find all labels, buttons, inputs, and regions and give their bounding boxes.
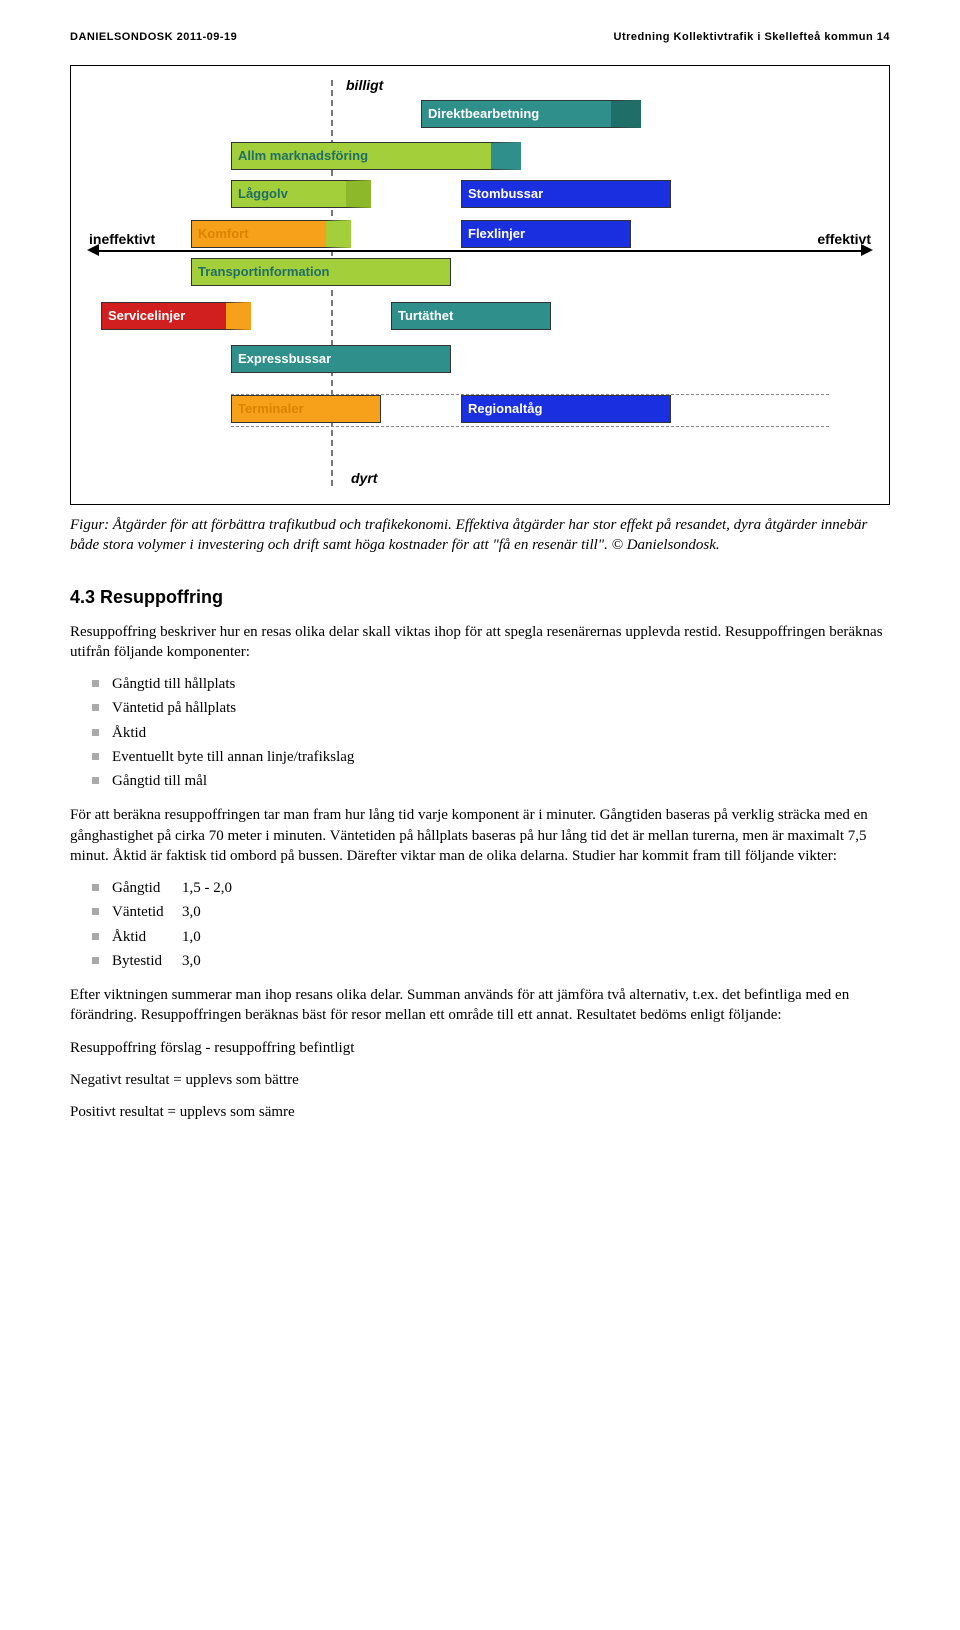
list-item: Väntetid på hållplats [92, 698, 890, 718]
weight-value: 3,0 [182, 904, 201, 920]
header-right: Utredning Kollektivtrafik i Skellefteå k… [614, 30, 890, 45]
weight-label: Åktid [112, 927, 182, 947]
box-stombussar: Stombussar [461, 180, 671, 208]
list-item: Gångtid till mål [92, 771, 890, 791]
box-regionaltag: Regionaltåg [461, 395, 671, 423]
box-direktbearbetning: Direktbearbetning [421, 100, 641, 128]
box-allm-marknadsforing: Allm marknadsföring [231, 142, 521, 170]
box-servicelinjer: Servicelinjer [101, 302, 251, 330]
list-item: Väntetid3,0 [92, 902, 890, 922]
axis-label-bottom: dyrt [351, 469, 377, 488]
list-item: Bytestid3,0 [92, 951, 890, 971]
box-turtathet: Turtäthet [391, 302, 551, 330]
horizontal-axis [91, 250, 869, 252]
box-laggolv: Låggolv [231, 180, 371, 208]
box-flexlinjer: Flexlinjer [461, 220, 631, 248]
axis-label-top: billigt [346, 76, 383, 95]
figure-caption: Figur: Åtgärder för att förbättra trafik… [70, 515, 890, 556]
box-transportinformation: Transportinformation [191, 258, 451, 286]
weight-label: Gångtid [112, 878, 182, 898]
formula-line: Resuppoffring förslag - resuppoffring be… [70, 1038, 890, 1058]
result-positive: Positivt resultat = upplevs som sämre [70, 1102, 890, 1122]
section-heading: 4.3 Resuppoffring [70, 585, 890, 609]
list-item: Gångtid till hållplats [92, 674, 890, 694]
box-expressbussar: Expressbussar [231, 345, 451, 373]
components-list: Gångtid till hållplats Väntetid på hållp… [70, 674, 890, 791]
paragraph-3: Efter viktningen summerar man ihop resan… [70, 985, 890, 1026]
list-item: Åktid [92, 723, 890, 743]
axis-label-left: ineffektivt [89, 230, 155, 249]
quadrant-diagram: billigt dyrt ineffektivt effektivt Direk… [91, 80, 869, 486]
weights-list: Gångtid1,5 - 2,0 Väntetid3,0 Åktid1,0 By… [70, 878, 890, 971]
result-negative: Negativt resultat = upplevs som bättre [70, 1070, 890, 1090]
weight-value: 3,0 [182, 953, 201, 969]
axis-label-right: effektivt [817, 230, 871, 249]
weight-value: 1,5 - 2,0 [182, 880, 232, 896]
paragraph-1: Resuppoffring beskriver hur en resas oli… [70, 622, 890, 663]
dashed-line-bottom [231, 426, 829, 427]
diagram-frame: billigt dyrt ineffektivt effektivt Direk… [70, 65, 890, 505]
header-left: DANIELSONDOSK 2011-09-19 [70, 30, 237, 45]
weight-value: 1,0 [182, 929, 201, 945]
page-header: DANIELSONDOSK 2011-09-19 Utredning Kolle… [70, 30, 890, 45]
box-terminaler: Terminaler [231, 395, 381, 423]
list-item: Eventuellt byte till annan linje/trafiks… [92, 747, 890, 767]
list-item: Gångtid1,5 - 2,0 [92, 878, 890, 898]
box-komfort: Komfort [191, 220, 351, 248]
paragraph-2: För att beräkna resuppoffringen tar man … [70, 805, 890, 866]
weight-label: Väntetid [112, 902, 182, 922]
weight-label: Bytestid [112, 951, 182, 971]
list-item: Åktid1,0 [92, 927, 890, 947]
